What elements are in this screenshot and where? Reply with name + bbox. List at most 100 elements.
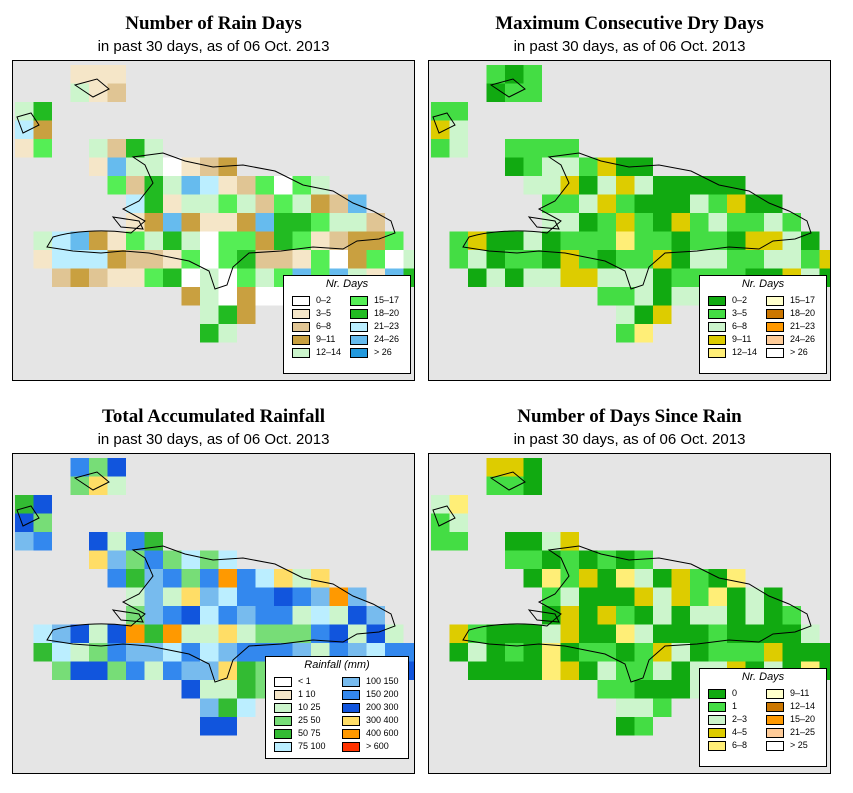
grid-cell — [782, 606, 801, 625]
grid-cell — [15, 120, 34, 139]
grid-cell — [70, 624, 89, 643]
grid-cell — [449, 102, 468, 121]
grid-cell — [801, 624, 820, 643]
grid-cell — [616, 569, 635, 588]
grid-cell — [144, 569, 163, 588]
legend-swatch — [766, 322, 784, 332]
legend-label: 12–14 — [732, 347, 758, 357]
panel-subtitle: in past 30 days, as of 06 Oct. 2013 — [513, 38, 746, 55]
grid-cell — [107, 176, 126, 195]
grid-cell — [634, 250, 653, 269]
legend-swatch — [766, 296, 784, 306]
grid-cell — [597, 250, 616, 269]
grid-cell — [690, 606, 709, 625]
grid-cell — [366, 213, 385, 232]
grid-cell — [311, 176, 330, 195]
grid-cell — [311, 587, 330, 606]
legend-swatch — [274, 677, 292, 687]
grid-cell — [542, 643, 561, 662]
grid-cell — [255, 569, 274, 588]
grid-cell — [144, 661, 163, 680]
grid-cell — [634, 194, 653, 213]
grid-cell — [218, 268, 237, 287]
map-legend: Nr. Days 0–2 3–5 6–8 9–11 12–14 15–17 18–20 21–… — [283, 275, 411, 374]
legend-swatch — [766, 702, 784, 712]
grid-cell — [144, 176, 163, 195]
legend-label: 21–23 — [790, 321, 816, 331]
legend-swatch — [274, 716, 292, 726]
grid-cell — [237, 569, 256, 588]
legend-label: 300 400 — [366, 715, 399, 725]
grid-cell — [70, 458, 89, 477]
grid-cell — [200, 680, 219, 699]
grid-cell — [218, 680, 237, 699]
grid-cell — [708, 624, 727, 643]
grid-cell — [653, 587, 672, 606]
grid-cell — [764, 213, 783, 232]
grid-cell — [292, 606, 311, 625]
grid-cell — [486, 250, 505, 269]
grid-cell — [560, 606, 579, 625]
legend-label: 15–20 — [790, 714, 816, 724]
island-outline — [527, 609, 560, 623]
grid-cell — [126, 213, 145, 232]
grid-cell — [764, 643, 783, 662]
grid-cell — [616, 661, 635, 680]
grid-cell — [653, 643, 672, 662]
coastline-outline — [462, 152, 812, 290]
panel-rainfall: Total Accumulated Rainfall in past 30 da… — [12, 406, 415, 774]
grid-cell — [523, 661, 542, 680]
grid-cell — [671, 250, 690, 269]
grid-cell — [727, 606, 746, 625]
legend-swatch — [708, 322, 726, 332]
grid-cell — [449, 643, 468, 662]
grid-cell — [144, 606, 163, 625]
legend-label: 0 — [732, 688, 738, 698]
grid-cell — [542, 532, 561, 551]
grid-cell — [107, 624, 126, 643]
grid-cell — [634, 606, 653, 625]
grid-cell — [329, 606, 348, 625]
legend-label: 4–5 — [732, 727, 748, 737]
grid-cell — [560, 213, 579, 232]
grid-cell — [579, 569, 598, 588]
grid-cell — [745, 606, 764, 625]
grid-cell — [449, 250, 468, 269]
grid-cell — [70, 643, 89, 662]
map-frame — [12, 60, 415, 381]
grid-cell — [542, 157, 561, 176]
grid-cell — [33, 250, 52, 269]
grid-cell — [801, 643, 820, 662]
legend-label: 3–5 — [316, 308, 332, 318]
grid-cell — [597, 194, 616, 213]
grid-cell — [52, 643, 71, 662]
grid-cell — [634, 587, 653, 606]
grid-cell — [33, 120, 52, 139]
grid-cell — [634, 324, 653, 343]
grid-cell — [181, 157, 200, 176]
grid-cell — [200, 305, 219, 324]
grid-cell — [579, 587, 598, 606]
grid-cell — [89, 532, 108, 551]
grid-cell — [89, 65, 108, 84]
grid-cell — [52, 250, 71, 269]
grid-cell — [89, 268, 108, 287]
grid-cell — [505, 458, 524, 477]
grid-cell — [181, 176, 200, 195]
grid-cell — [653, 624, 672, 643]
grid-cell — [237, 287, 256, 306]
grid-cell — [107, 661, 126, 680]
grid-cell — [200, 661, 219, 680]
grid-cell — [745, 624, 764, 643]
legend-label: > 600 — [366, 741, 389, 751]
grid-cell — [311, 624, 330, 643]
grid-cell — [218, 213, 237, 232]
grid-cell — [255, 250, 274, 269]
grid-cell — [163, 569, 182, 588]
grid-cell — [653, 287, 672, 306]
legend-label: 24–26 — [374, 334, 400, 344]
grid-cell — [542, 606, 561, 625]
grid-cell — [311, 231, 330, 250]
grid-cell — [597, 569, 616, 588]
grid-cell — [449, 495, 468, 514]
